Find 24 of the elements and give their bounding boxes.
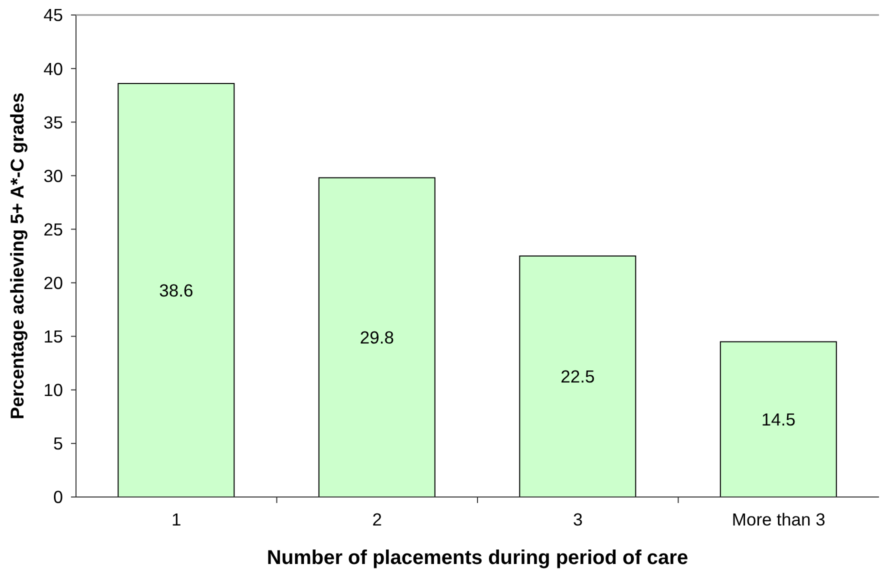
x-tick-label: 1 xyxy=(172,509,182,530)
bar xyxy=(519,256,636,497)
bar xyxy=(318,177,436,497)
data-label: 22.5 xyxy=(560,366,595,387)
y-tick-label: 15 xyxy=(44,326,63,347)
data-label: 38.6 xyxy=(159,280,194,300)
y-tick-label: 0 xyxy=(53,487,64,508)
x-axis-title: Number of placements during period of care xyxy=(266,547,688,569)
y-tick-label: 35 xyxy=(44,112,63,132)
x-tick-label: 2 xyxy=(372,509,382,530)
y-tick-label: 45 xyxy=(44,5,63,26)
x-tick-label: 3 xyxy=(573,509,583,530)
y-tick-label: 10 xyxy=(44,380,64,400)
y-axis-title: Percentage achieving 5+ A*-C grades xyxy=(6,92,28,420)
y-tick-label: 25 xyxy=(44,219,63,240)
data-label: 29.8 xyxy=(360,328,394,348)
y-tick-label: 5 xyxy=(53,434,63,454)
y-tick-label: 30 xyxy=(44,166,64,186)
bar xyxy=(720,341,837,497)
bar xyxy=(118,83,235,497)
data-label: 14.5 xyxy=(761,410,796,430)
y-tick-label: 20 xyxy=(44,272,64,293)
y-tick-label: 40 xyxy=(44,58,64,79)
x-tick-label: More than 3 xyxy=(732,509,826,530)
